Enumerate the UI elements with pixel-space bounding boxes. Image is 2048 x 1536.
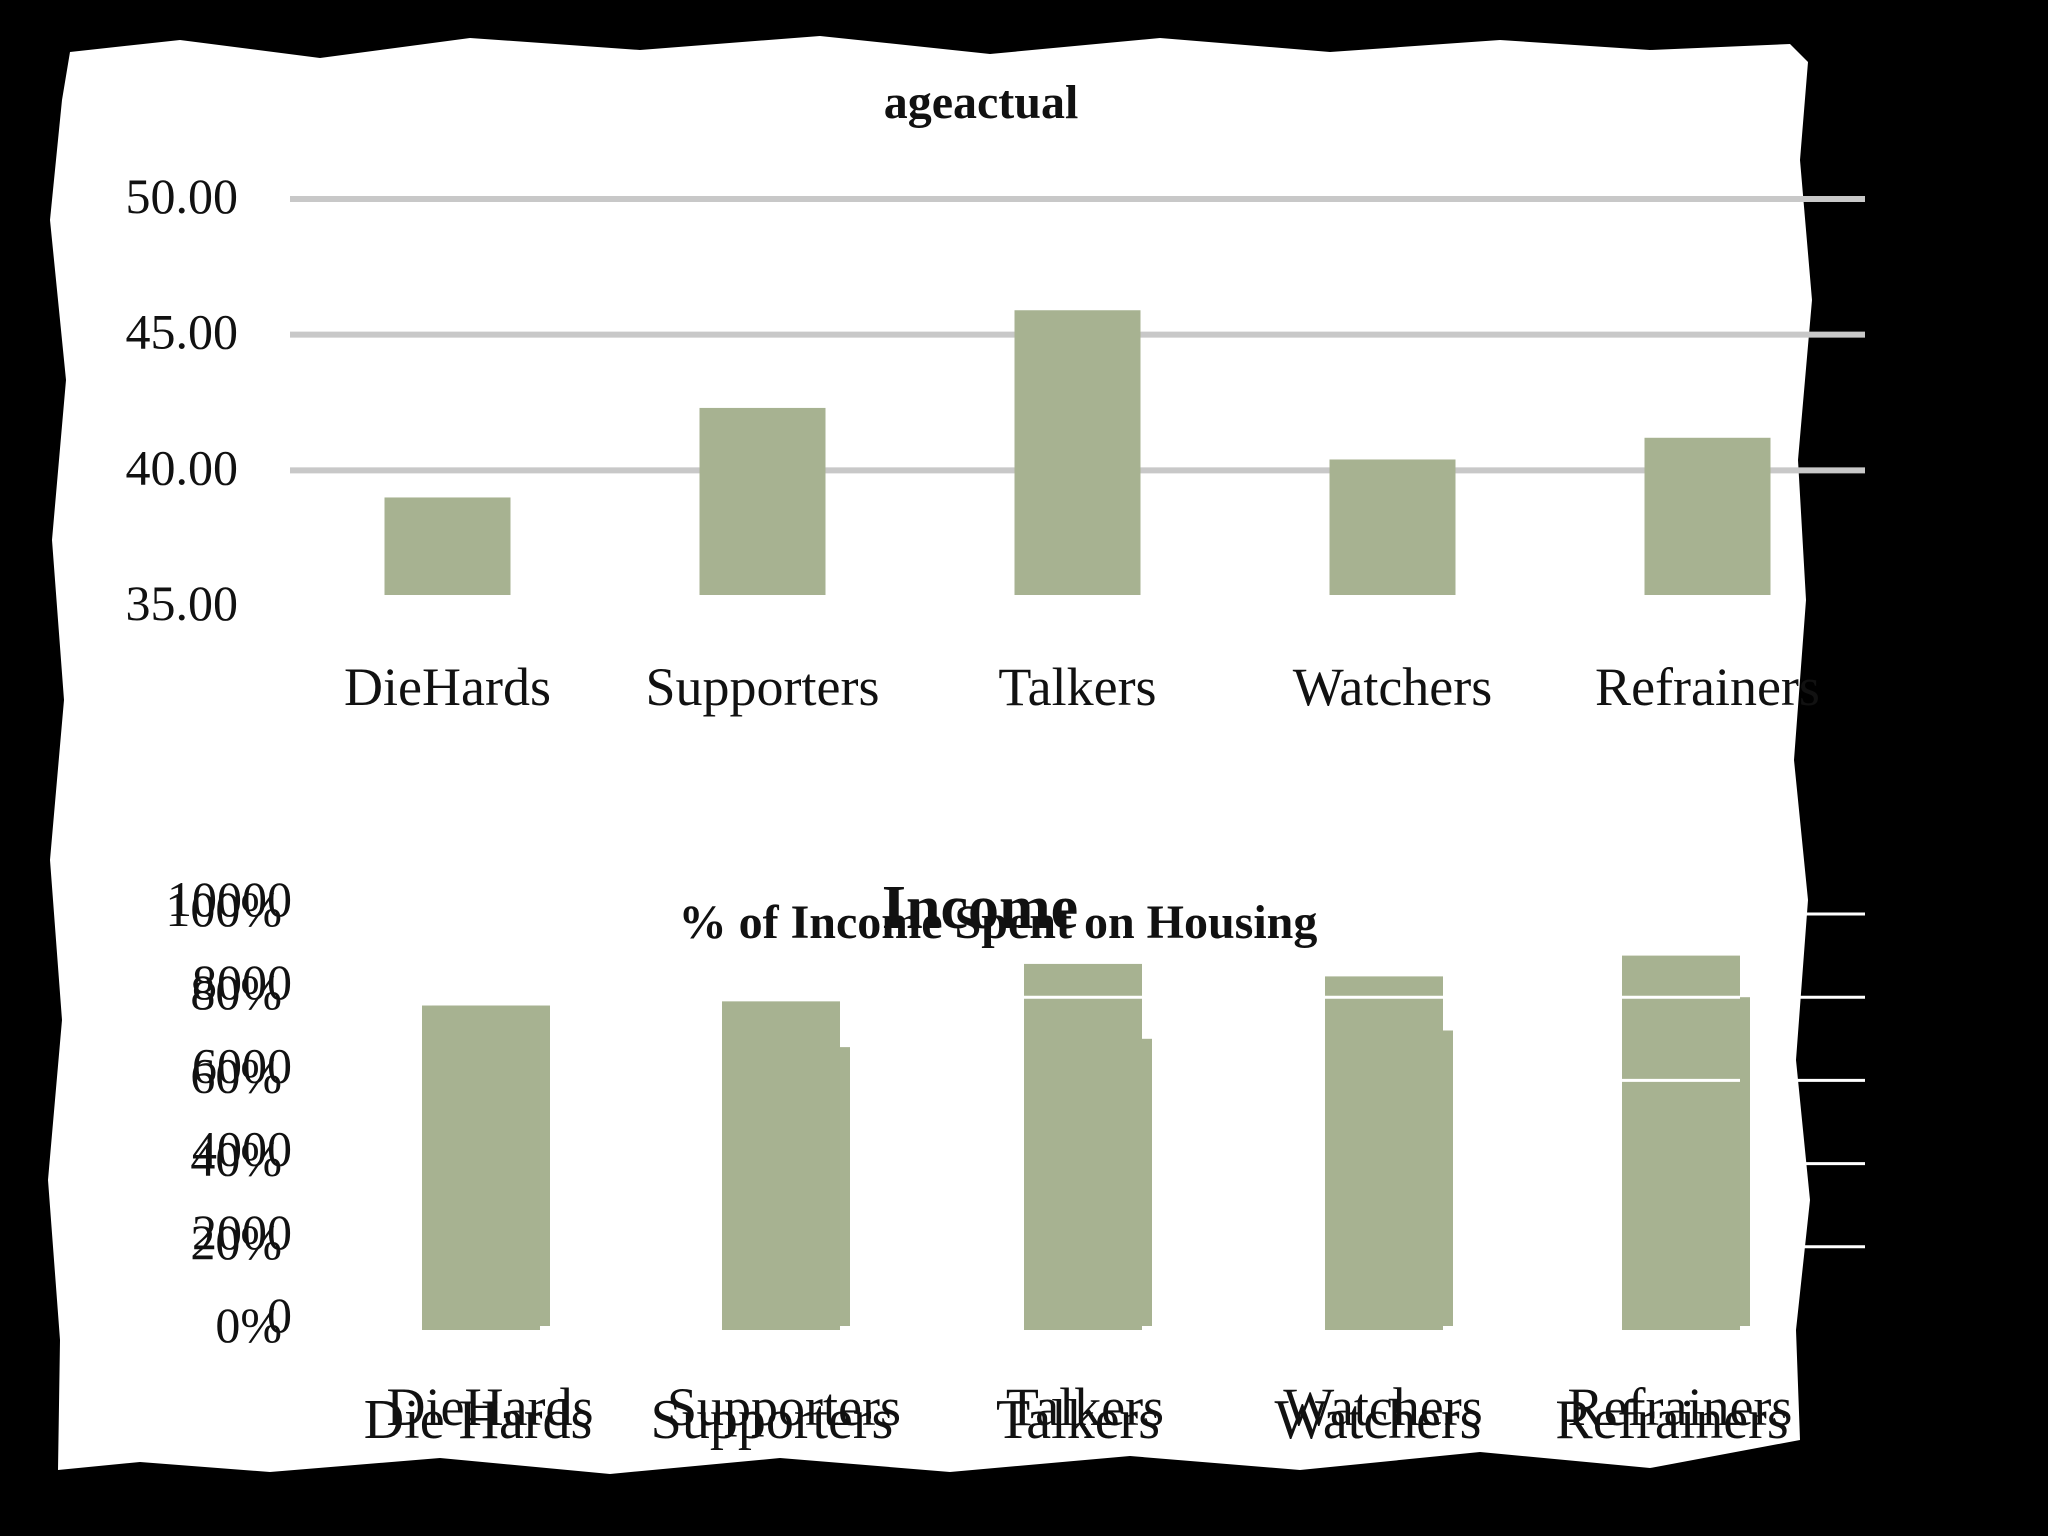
housing-chart: Income % of Income Spent on Housing 0 200… bbox=[165, 871, 1865, 1451]
income-y-axis: 0 2000 4000 6000 8000 10000 bbox=[167, 871, 292, 1343]
age-y-tick: 50.00 bbox=[126, 168, 239, 224]
income-y-tick: 2000 bbox=[192, 1204, 292, 1260]
income-y-tick: 10000 bbox=[167, 871, 292, 927]
housing-y-tick: 20% bbox=[190, 1214, 282, 1270]
housing-x-axis: Die Hards Supporters Talkers Watchers Refrai… bbox=[364, 1389, 1789, 1451]
housing-bar bbox=[422, 1005, 540, 1330]
age-x-tick: Refrainers bbox=[1595, 657, 1820, 717]
income-y-tick: 0 bbox=[267, 1287, 292, 1343]
income-x-tick: DieHards bbox=[387, 1377, 594, 1437]
income-y-tick: 4000 bbox=[192, 1121, 292, 1177]
age-chart: ageactual 35.00 40.00 45.00 50.00 DieHards S… bbox=[126, 76, 1865, 717]
age-bar bbox=[1644, 437, 1771, 595]
housing-bar bbox=[1325, 976, 1443, 1330]
housing-bar bbox=[722, 1001, 840, 1330]
income-y-tick: 6000 bbox=[192, 1037, 292, 1093]
income-x-axis: DieHards Supporters Talkers Watchers Refrain… bbox=[387, 1377, 1793, 1437]
housing-x-tick: Watchers bbox=[1275, 1389, 1482, 1451]
housing-y-axis: 0% 20% 40% 60% 80% 100% bbox=[165, 881, 282, 1353]
housing-bars bbox=[422, 955, 1740, 1330]
income-chart-title: Income bbox=[882, 874, 1078, 942]
housing-x-tick: Supporters bbox=[651, 1389, 894, 1451]
housing-x-tick: Refrainers bbox=[1555, 1389, 1788, 1451]
income-x-tick: Watchers bbox=[1283, 1377, 1483, 1437]
age-x-axis: DieHards Supporters Talkers Watchers Refrain… bbox=[344, 657, 1820, 717]
housing-bar bbox=[1622, 955, 1740, 1330]
age-bar bbox=[384, 497, 511, 595]
housing-y-tick: 100% bbox=[165, 881, 282, 937]
housing-y-tick: 40% bbox=[190, 1131, 282, 1187]
age-chart-title: ageactual bbox=[884, 76, 1079, 129]
age-bar bbox=[1329, 459, 1456, 595]
age-y-tick: 40.00 bbox=[126, 439, 239, 495]
age-bar bbox=[1014, 310, 1141, 595]
age-y-tick: 45.00 bbox=[126, 304, 239, 360]
income-x-tick: Talkers bbox=[1006, 1377, 1164, 1437]
age-y-axis: 35.00 40.00 45.00 50.00 bbox=[126, 168, 239, 631]
age-x-tick: DieHards bbox=[344, 657, 551, 717]
housing-chart-title: % of Income Spent on Housing bbox=[679, 896, 1318, 949]
age-y-tick: 35.00 bbox=[126, 575, 239, 631]
income-x-tick: Refrainers bbox=[1568, 1377, 1793, 1437]
age-x-tick: Watchers bbox=[1293, 657, 1493, 717]
housing-bar bbox=[1024, 963, 1142, 1330]
housing-y-tick: 80% bbox=[190, 964, 282, 1020]
age-bar bbox=[699, 407, 826, 595]
income-x-tick: Supporters bbox=[667, 1377, 901, 1437]
torn-paper-frame bbox=[48, 36, 1812, 1474]
age-bars bbox=[384, 310, 1771, 595]
age-x-tick: Supporters bbox=[646, 657, 880, 717]
housing-x-tick: Talkers bbox=[996, 1389, 1160, 1451]
income-y-tick: 8000 bbox=[192, 954, 292, 1010]
housing-x-tick: Die Hards bbox=[364, 1389, 593, 1451]
housing-y-tick: 60% bbox=[190, 1047, 282, 1103]
age-x-tick: Talkers bbox=[998, 657, 1156, 717]
housing-y-tick: 0% bbox=[215, 1297, 282, 1353]
